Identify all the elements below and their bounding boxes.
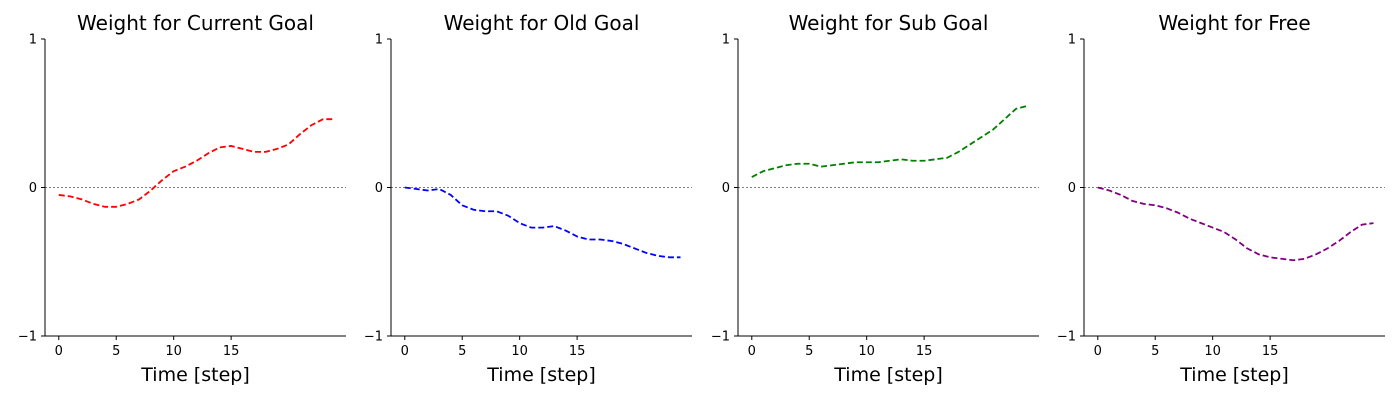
y-tick-label: 0 xyxy=(375,181,383,196)
series-line xyxy=(58,118,335,208)
series-line xyxy=(1097,186,1374,262)
x-tick-label: 15 xyxy=(223,344,240,359)
y-tick-label: −1 xyxy=(364,330,383,345)
x-tick-label: 10 xyxy=(858,344,875,359)
chart-title: Weight for Current Goal xyxy=(77,11,314,35)
y-tick-label: 0 xyxy=(1068,181,1076,196)
x-tick-label: 10 xyxy=(1204,344,1221,359)
x-tick-label: 10 xyxy=(511,344,528,359)
x-tick-label: 0 xyxy=(401,344,409,359)
y-tick-label: 0 xyxy=(722,181,730,196)
x-tick-label: 15 xyxy=(1262,344,1279,359)
x-tick-label: 5 xyxy=(1151,344,1159,359)
x-tick-label: 0 xyxy=(55,344,63,359)
x-tick-label: 15 xyxy=(916,344,933,359)
x-tick-label: 5 xyxy=(458,344,466,359)
x-axis-label: Time [step] xyxy=(140,364,249,386)
x-tick-label: 10 xyxy=(165,344,182,359)
series-line xyxy=(751,104,1028,178)
chart-title: Weight for Old Goal xyxy=(444,11,640,35)
x-axis-label: Time [step] xyxy=(833,364,942,386)
x-axis-label: Time [step] xyxy=(486,364,595,386)
y-tick-label: 1 xyxy=(29,33,37,48)
x-tick-label: 0 xyxy=(748,344,756,359)
y-tick-label: 1 xyxy=(722,33,730,48)
y-tick-label: −1 xyxy=(18,330,37,345)
x-tick-label: 5 xyxy=(805,344,813,359)
y-tick-label: 1 xyxy=(375,33,383,48)
y-tick-label: −1 xyxy=(1057,330,1076,345)
x-tick-label: 15 xyxy=(569,344,586,359)
series-line xyxy=(404,186,681,259)
chart-title: Weight for Free xyxy=(1158,11,1310,35)
x-tick-label: 0 xyxy=(1094,344,1102,359)
y-tick-label: 1 xyxy=(1068,33,1076,48)
y-tick-label: −1 xyxy=(711,330,730,345)
x-tick-label: 5 xyxy=(112,344,120,359)
y-tick-label: 0 xyxy=(29,181,37,196)
x-axis-label: Time [step] xyxy=(1179,364,1288,386)
chart-title: Weight for Sub Goal xyxy=(789,11,989,35)
